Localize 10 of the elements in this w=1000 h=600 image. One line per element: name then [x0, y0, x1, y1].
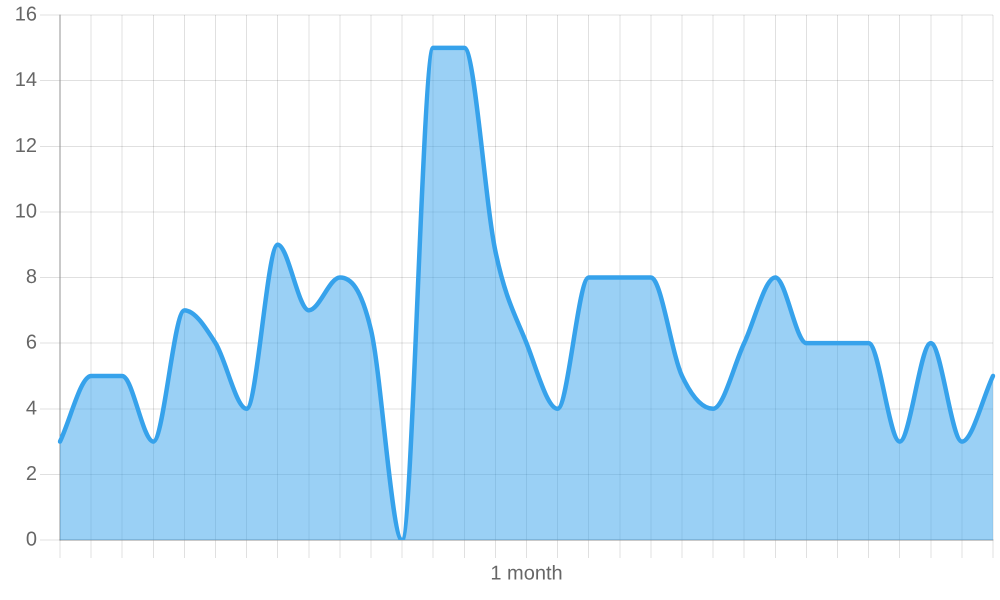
y-tick-label: 16	[14, 4, 37, 26]
y-tick-label: 10	[14, 200, 37, 222]
y-tick-label: 8	[26, 266, 37, 288]
y-tick-label: 14	[14, 69, 37, 92]
y-tick-label: 0	[26, 528, 37, 551]
y-tick-label: 4	[26, 397, 37, 420]
y-tick-label: 2	[26, 462, 37, 485]
y-tick-label: 12	[14, 134, 37, 157]
x-axis-title: 1 month	[490, 562, 563, 585]
y-tick-label: 6	[26, 332, 37, 354]
